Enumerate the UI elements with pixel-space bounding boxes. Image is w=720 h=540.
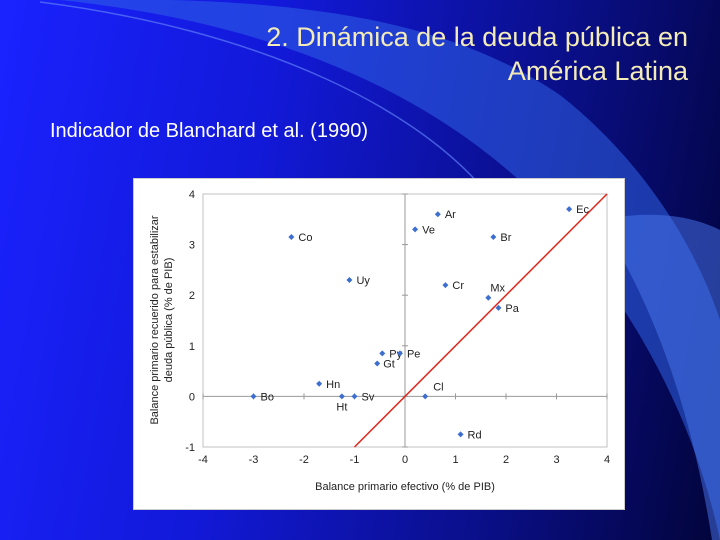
slide-title-line1: 2. Dinámica de la deuda pública en (266, 22, 688, 52)
x-axis-label: Balance primario efectivo (% de PIB) (315, 481, 495, 493)
y-tick-label: -1 (185, 442, 195, 454)
data-point (396, 350, 403, 357)
y-tick-label: 2 (189, 290, 195, 302)
data-point (566, 206, 573, 213)
data-point-label: Ve (422, 224, 435, 236)
x-tick-label: -2 (299, 454, 309, 466)
data-point (412, 226, 419, 233)
x-tick-label: -4 (198, 454, 208, 466)
data-point-label: Pe (407, 348, 420, 360)
data-point-label: Cr (452, 280, 464, 292)
y-tick-label: 0 (189, 391, 195, 403)
data-point (374, 360, 381, 367)
y-tick-label: 4 (189, 189, 195, 201)
data-point-label: Pa (505, 303, 519, 315)
decorative-swoosh (60, 0, 720, 540)
data-point-label: Ec (576, 204, 589, 216)
x-tick-label: 1 (452, 454, 458, 466)
x-tick-label: 3 (553, 454, 559, 466)
y-tick-label: 1 (189, 341, 195, 353)
data-point-label: Hn (326, 379, 340, 391)
data-point (485, 294, 492, 301)
slide-subtitle: Indicador de Blanchard et al. (1990) (50, 120, 368, 142)
data-point (288, 234, 295, 241)
data-point (490, 234, 497, 241)
data-point-label: Mx (490, 283, 505, 295)
x-tick-label: 2 (503, 454, 509, 466)
data-point (457, 431, 464, 438)
data-point (346, 277, 353, 284)
data-point (250, 393, 257, 400)
data-point-label: Uy (356, 275, 370, 287)
y-tick-label: 3 (189, 240, 195, 252)
y-axis-label-line1: Balance primario recuerido para estabili… (149, 215, 161, 424)
slide-title: 2. Dinámica de la deuda pública en Améri… (128, 20, 688, 88)
data-point-label: Br (500, 232, 511, 244)
chart-frame: -4 -3 -2 -1 0 1 2 3 4 -1 0 1 2 3 4 Ec Ar Ve Br Co Uy Cr Mx Pa P… (133, 178, 625, 510)
data-point (434, 211, 441, 218)
data-point (379, 350, 386, 357)
slide-title-line2: América Latina (507, 56, 688, 86)
decorative-swoosh-light (600, 214, 720, 540)
x-tick-label: 0 (402, 454, 408, 466)
data-point-label: Co (298, 232, 312, 244)
x-tick-label: 4 (604, 454, 610, 466)
data-point (316, 380, 323, 387)
data-point-label: Rd (468, 429, 482, 441)
data-point (338, 393, 345, 400)
data-point-label: Cl (433, 381, 443, 393)
data-point (422, 393, 429, 400)
data-point-label: Bo (261, 391, 274, 403)
x-tick-label: -1 (350, 454, 360, 466)
data-point (442, 282, 449, 289)
data-point (351, 393, 358, 400)
data-point (495, 304, 502, 311)
x-tick-label: -3 (249, 454, 259, 466)
data-point-label: Gt (383, 359, 395, 371)
decorative-curve-line (39, 1, 501, 211)
y-axis-label-line2: deuda pública (% de PIB) (163, 258, 175, 383)
reference-line (353, 193, 608, 448)
data-point-label: Sv (362, 391, 375, 403)
data-point-label: Ht (336, 401, 347, 413)
data-point-label: Ar (445, 209, 456, 221)
